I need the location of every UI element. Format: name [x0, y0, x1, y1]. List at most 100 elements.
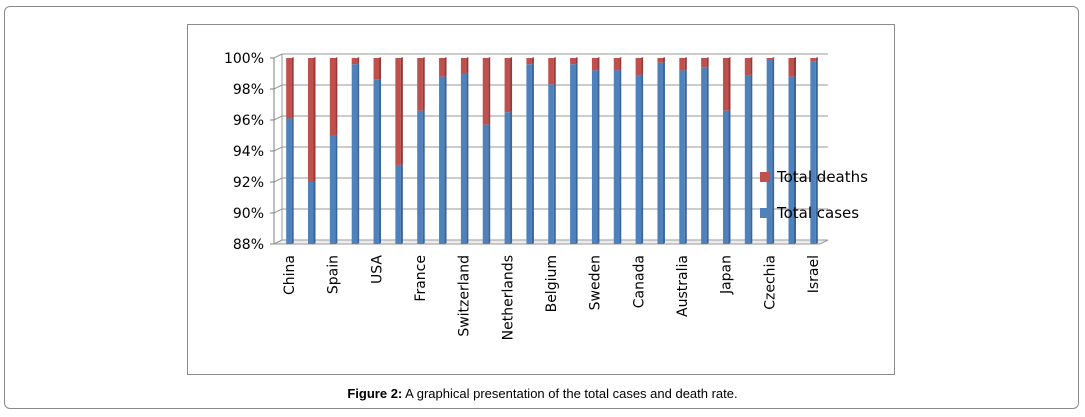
bar-total-cases-side: [444, 75, 447, 244]
y-tick-label: 98%: [233, 82, 264, 98]
bar-total-deaths: [701, 58, 707, 68]
bar-total-cases-side: [706, 66, 709, 244]
bar-total-cases: [308, 182, 314, 244]
bar-total-deaths-side: [422, 57, 425, 111]
x-tick-label: Spain: [326, 255, 342, 294]
x-tick-label: Japan: [719, 255, 735, 295]
bar-total-deaths: [810, 58, 816, 62]
bar-total-cases: [679, 70, 685, 245]
bar-total-deaths-side: [379, 57, 382, 80]
gridline-depth: [273, 177, 283, 183]
x-tick-label: Israel: [806, 255, 822, 293]
bar-total-cases-side: [815, 60, 818, 244]
caption-text: A graphical presentation of the total ca…: [405, 386, 738, 401]
bar-total-cases-side: [357, 63, 360, 245]
legend-swatch: [760, 172, 770, 182]
bar-total-deaths-side: [706, 57, 709, 68]
bar-total-cases-side: [597, 69, 600, 245]
bar-total-cases-side: [641, 74, 644, 244]
gridline-depth: [273, 53, 283, 59]
x-tick-label: France: [413, 255, 429, 302]
caption-label: Figure 2:: [347, 386, 403, 401]
bar-total-cases-side: [619, 69, 622, 245]
bar-total-cases: [788, 76, 794, 244]
bar-total-cases-side: [531, 63, 534, 245]
bar-total-cases: [570, 64, 576, 244]
bar-total-cases-side: [422, 109, 425, 244]
bar-total-cases: [526, 64, 532, 244]
x-tick-label: Switzerland: [457, 255, 473, 337]
bar-total-deaths: [744, 58, 751, 76]
bar-total-deaths: [329, 58, 336, 136]
x-tick-label: Australia: [675, 255, 691, 317]
bar-total-deaths: [395, 58, 401, 165]
bar-total-deaths: [613, 58, 620, 71]
bar-total-deaths: [373, 58, 380, 80]
bar-total-deaths: [417, 58, 423, 111]
bar-total-cases: [286, 118, 292, 244]
bar-total-cases-side: [662, 61, 665, 245]
bar-total-cases-side: [575, 63, 578, 245]
bar-total-deaths-side: [815, 57, 818, 62]
bar-total-cases: [766, 59, 773, 244]
bar-total-deaths-side: [488, 57, 491, 125]
bar-total-cases-side: [335, 134, 338, 244]
bar-total-deaths-side: [684, 57, 687, 71]
bar-total-deaths: [286, 58, 292, 119]
bar-total-cases-side: [553, 83, 556, 244]
bar-total-deaths-side: [597, 57, 600, 71]
bar-total-deaths: [722, 58, 729, 111]
bar-total-deaths: [657, 58, 663, 63]
bar-total-cases-side: [793, 75, 796, 244]
bar-total-deaths-side: [793, 57, 796, 77]
bar-total-deaths: [460, 58, 467, 74]
x-tick-label: USA: [369, 255, 385, 284]
legend-label: Total cases: [776, 204, 859, 222]
bar-total-deaths-side: [772, 57, 775, 60]
bar-total-deaths: [591, 58, 598, 71]
legend-swatch: [760, 208, 770, 218]
bar-total-deaths: [788, 58, 794, 77]
bar-total-deaths-side: [313, 57, 316, 182]
stacked-bar-chart: 88% 90% 92% 94% 96% 98% 100% China Spain USA Franc…: [224, 51, 868, 340]
bar-total-cases-side: [379, 78, 382, 244]
bar-total-deaths: [504, 58, 511, 113]
bar-total-deaths-side: [510, 57, 513, 113]
y-tick-label: 100%: [224, 51, 264, 67]
bar-total-deaths-side: [291, 57, 294, 119]
bar-total-cases: [417, 110, 423, 244]
bar-total-deaths-side: [466, 57, 469, 74]
gridline-depth: [273, 84, 283, 90]
y-tick-label: 94%: [233, 144, 264, 160]
bar-total-deaths-side: [750, 57, 753, 76]
bar-total-cases: [329, 135, 336, 244]
bar-total-deaths: [439, 58, 445, 77]
bar-total-cases-side: [466, 72, 469, 244]
bar-total-deaths-side: [357, 57, 360, 65]
y-tick-label: 96%: [233, 113, 264, 129]
bar-total-cases-side: [728, 109, 731, 244]
bar-total-deaths-side: [400, 57, 403, 165]
bar-total-cases: [482, 124, 489, 244]
bar-total-deaths-side: [641, 57, 644, 76]
bar-total-cases: [657, 62, 663, 245]
bar-total-cases: [351, 64, 358, 244]
bar-total-deaths: [482, 58, 489, 125]
bar-total-cases: [460, 73, 467, 244]
bar-total-deaths: [766, 58, 773, 60]
gridline-depth: [273, 208, 283, 214]
bar-total-deaths-side: [662, 57, 665, 63]
bar-total-cases: [744, 75, 751, 244]
bar-total-cases-side: [313, 181, 316, 244]
figure-caption: Figure 2: A graphical presentation of th…: [0, 386, 1085, 401]
y-tick-label: 92%: [233, 175, 264, 191]
bar-total-cases: [635, 75, 642, 244]
x-tick-label: Belgium: [544, 255, 560, 312]
bar-total-cases: [613, 70, 620, 245]
bar-total-deaths: [679, 58, 685, 71]
bar-total-cases: [722, 110, 729, 244]
x-tick-label: Czechia: [762, 255, 778, 310]
bar-total-deaths-side: [531, 57, 534, 65]
gridline-depth: [273, 146, 283, 152]
bar-total-cases: [701, 67, 707, 244]
